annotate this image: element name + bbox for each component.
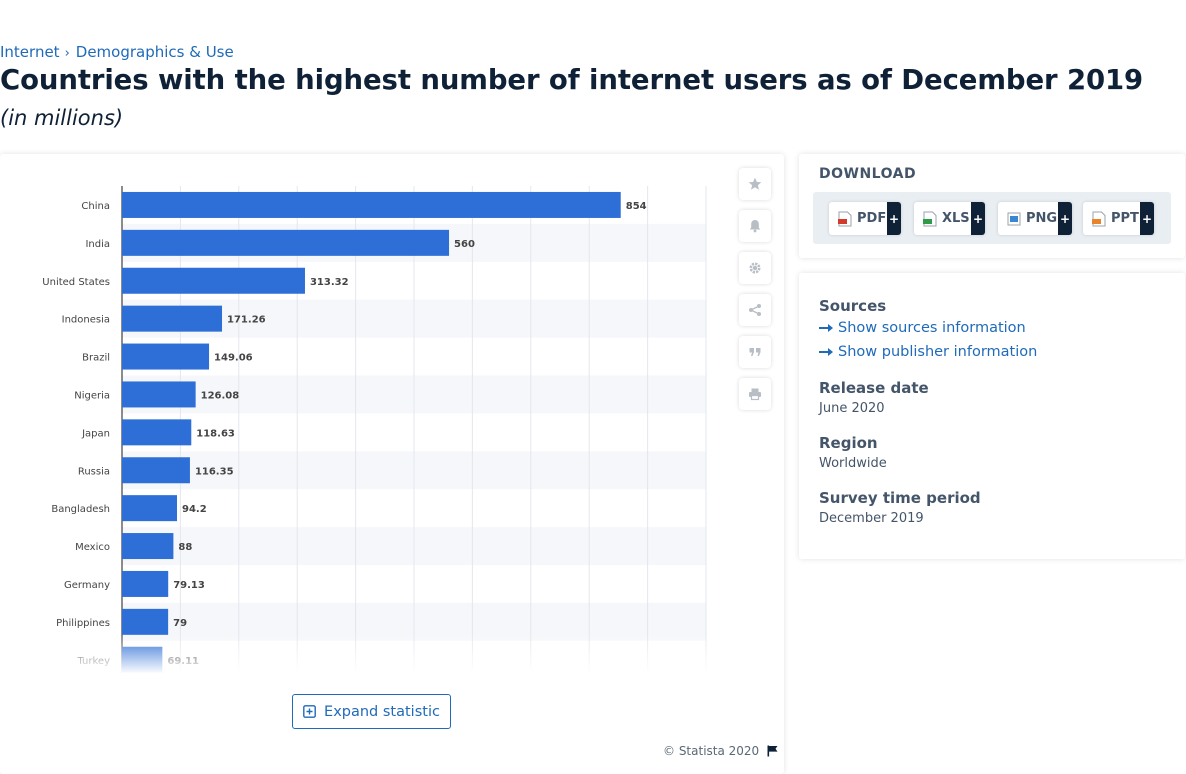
png-file-icon [1007,212,1021,225]
value-label: 116.35 [195,466,234,477]
value-label: 88 [178,542,192,553]
category-label: Nigeria [74,390,110,401]
bar-united-states[interactable] [122,267,305,294]
download-pdf-button[interactable]: PDF + [829,202,901,235]
category-label: India [85,239,110,250]
copyright: © Statista 2020 [663,744,778,758]
ppt-file-icon [1092,211,1106,226]
category-label: United States [42,277,110,288]
category-label: Philippines [56,618,110,629]
chart-card: China 854 India 560 United States 313.32 Indon… [0,154,784,774]
page-subtitle: (in millions) [0,106,124,130]
share-button[interactable] [739,294,771,326]
category-label: Indonesia [62,315,110,326]
bar-russia[interactable] [122,457,190,484]
region-heading: Region [819,434,878,452]
show-publisher-link[interactable]: Show publisher information [819,344,1037,360]
star-icon [748,177,762,190]
release-date-value: June 2020 [819,401,885,416]
value-label: 149.06 [214,353,253,364]
bell-icon [749,220,761,233]
show-publisher-label: Show publisher information [838,344,1038,360]
download-ppt-label: PPT [1111,211,1139,226]
value-label: 560 [454,239,475,250]
xls-file-icon [923,211,937,226]
value-label: 313.32 [310,277,349,288]
expand-statistic-button[interactable]: Expand statistic [292,694,451,729]
chevron-right-icon: › [64,46,70,61]
pdf-file-icon [838,211,852,226]
plus-icon: + [1058,202,1072,235]
bar-japan[interactable] [122,419,192,446]
category-label: Brazil [82,353,110,364]
plus-icon: + [1140,202,1154,235]
download-ppt-button[interactable]: PPT + [1083,202,1154,235]
expand-icon [303,705,316,718]
download-png-label: PNG [1026,211,1058,226]
breadcrumb-link-demographics[interactable]: Demographics & Use [75,43,234,61]
bar-bangladesh[interactable] [122,495,178,522]
favorite-button[interactable] [739,168,771,200]
release-date-heading: Release date [819,379,929,397]
print-icon [749,388,761,401]
download-toolbar: PDF + XLS + PNG + PPT + [813,192,1171,244]
bar-china[interactable] [122,191,621,218]
value-label: 79.13 [173,580,205,591]
breadcrumb-link-internet[interactable]: Internet [0,43,60,61]
value-label: 854 [626,201,647,212]
arrow-right-icon [819,324,833,332]
sources-heading: Sources [819,297,887,315]
value-label: 171.26 [227,315,266,326]
bar-chart: China 854 India 560 United States 313.32 Indon… [42,186,707,674]
download-title: DOWNLOAD [819,166,917,182]
settings-button[interactable] [739,252,771,284]
value-label: 79 [173,618,187,629]
bar-philippines[interactable] [122,608,169,635]
expand-statistic-label: Expand statistic [324,703,440,720]
statistic-info-card: Sources Show sources information Show pu… [799,273,1185,559]
category-label: Russia [78,466,110,477]
download-xls-button[interactable]: XLS + [914,202,985,235]
region-value: Worldwide [819,456,887,471]
category-label: Japan [81,428,110,439]
download-png-button[interactable]: PNG + [998,202,1072,235]
show-sources-link[interactable]: Show sources information [819,320,1026,336]
plus-icon: + [971,202,985,235]
page-title: Countries with the highest number of int… [0,64,1144,96]
arrow-right-icon [819,348,833,356]
category-label: Bangladesh [51,504,110,515]
copyright-text: © Statista 2020 [663,744,760,758]
bar-brazil[interactable] [122,343,210,370]
bar-germany[interactable] [122,570,169,597]
category-label: China [81,201,110,212]
value-label: 118.63 [196,428,235,439]
value-label: 126.08 [201,390,240,401]
show-sources-label: Show sources information [838,320,1026,336]
download-pdf-label: PDF [857,211,887,226]
gear-icon [749,262,761,274]
bar-nigeria[interactable] [122,381,196,408]
quote-icon [749,348,761,356]
bar-india[interactable] [122,229,450,256]
chart-tools [739,168,771,420]
flag-icon[interactable] [767,745,778,757]
survey-period-value: December 2019 [819,511,924,526]
notification-button[interactable] [739,210,771,242]
print-button[interactable] [739,378,771,410]
survey-period-heading: Survey time period [819,489,981,507]
download-card: DOWNLOAD PDF + XLS + PNG + PPT + [799,154,1185,258]
bar-indonesia[interactable] [122,305,223,332]
bar-mexico[interactable] [122,533,174,560]
chart-fade-overlay [0,634,784,674]
category-label: Germany [64,580,110,591]
plus-icon: + [887,202,901,235]
share-icon [749,304,761,316]
download-xls-label: XLS [942,211,970,226]
breadcrumb: Internet › Demographics & Use [0,43,234,61]
category-label: Mexico [75,542,110,553]
value-label: 94.2 [182,504,207,515]
cite-button[interactable] [739,336,771,368]
